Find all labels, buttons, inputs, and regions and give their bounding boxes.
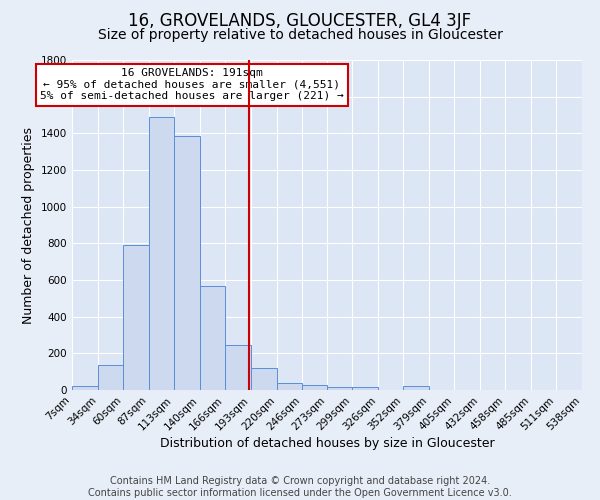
Bar (403, 386, 429, 390)
Text: 16 GROVELANDS: 191sqm
← 95% of detached houses are smaller (4,551)
5% of semi-de: 16 GROVELANDS: 191sqm ← 95% of detached … (40, 68, 344, 102)
Bar (72, 386, 98, 390)
Y-axis label: Number of detached properties: Number of detached properties (22, 126, 35, 324)
Bar (123, 245, 149, 390)
Bar (251, 368, 277, 390)
Bar (277, 383, 302, 390)
Bar (352, 386, 379, 390)
Bar (98, 365, 123, 390)
Bar (200, 286, 225, 390)
X-axis label: Distribution of detached houses by size in Gloucester: Distribution of detached houses by size … (160, 438, 494, 450)
Bar (149, 117, 174, 390)
Bar (328, 386, 352, 390)
Bar (225, 344, 251, 390)
Bar (174, 136, 200, 390)
Bar (302, 385, 328, 390)
Text: Contains HM Land Registry data © Crown copyright and database right 2024.
Contai: Contains HM Land Registry data © Crown c… (88, 476, 512, 498)
Text: Size of property relative to detached houses in Gloucester: Size of property relative to detached ho… (98, 28, 502, 42)
Text: 16, GROVELANDS, GLOUCESTER, GL4 3JF: 16, GROVELANDS, GLOUCESTER, GL4 3JF (128, 12, 472, 30)
